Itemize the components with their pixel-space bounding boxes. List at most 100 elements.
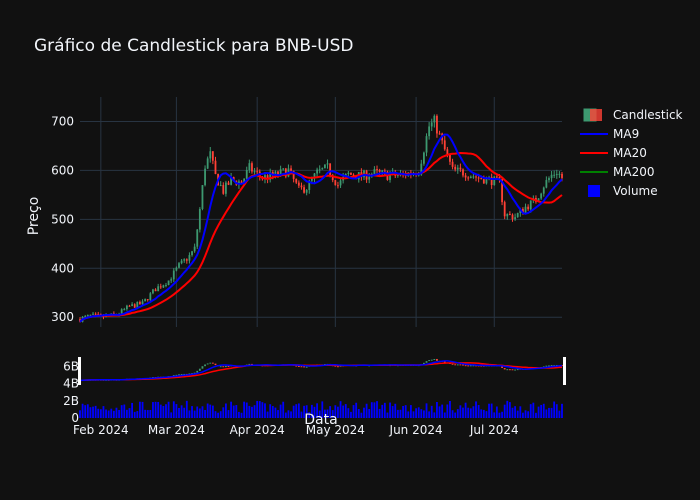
legend[interactable]: Candlestick MA9 MA20 MA200 Volume (580, 108, 683, 198)
volume-bar (409, 405, 412, 418)
mini-candle (464, 365, 467, 367)
legend-item[interactable]: Candlestick (583, 108, 683, 122)
volume-bar (357, 408, 360, 418)
mini-candle (451, 363, 454, 365)
volume-bar (545, 409, 548, 418)
candle-body (300, 185, 303, 188)
volume-bar (165, 404, 167, 418)
candle-body (154, 289, 157, 292)
candle-body (373, 169, 376, 174)
mini-candle (506, 369, 509, 371)
volume-bar (123, 404, 126, 418)
volume-bar (110, 408, 113, 418)
volume-bar (196, 406, 199, 418)
mini-candle (467, 365, 470, 367)
volume-bar (532, 402, 535, 418)
candle-body (162, 285, 165, 288)
candle-body (337, 185, 339, 187)
y-tick-label: 500 (51, 212, 74, 226)
candle-body (209, 151, 212, 159)
candle-body (201, 185, 204, 210)
candle-body (451, 161, 454, 167)
volume-bar (402, 405, 404, 418)
volume-bar (443, 412, 446, 418)
volume-bar (180, 405, 183, 418)
price-plot (79, 114, 563, 323)
candle-body (469, 176, 472, 179)
candle-body (141, 301, 144, 305)
range-handle-left[interactable] (78, 357, 81, 385)
mini-candle (193, 372, 196, 374)
volume-bar (266, 411, 269, 418)
volume-bar (305, 405, 308, 418)
volume-bar (331, 410, 334, 418)
candle-body (527, 206, 530, 210)
volume-bar (172, 401, 175, 418)
candle-body (396, 175, 399, 177)
candle-body (430, 122, 433, 127)
candle-body (159, 286, 162, 288)
volume-bar (235, 405, 238, 418)
legend-item[interactable]: Volume (588, 184, 658, 198)
mini-candle (508, 369, 511, 371)
mini-candle (548, 365, 550, 367)
candle-body (245, 170, 248, 179)
volume-bar (451, 410, 454, 418)
y-tick-label: 300 (51, 310, 74, 324)
chart-title: Gráfico de Candlestick para BNB-USD (34, 36, 354, 56)
candle-body (428, 126, 431, 137)
volume-bar (428, 411, 431, 418)
candle-body (493, 176, 496, 186)
candle-body (284, 168, 287, 177)
legend-item[interactable]: MA20 (580, 146, 647, 160)
volume-bar (258, 401, 261, 418)
volume-bar (339, 401, 342, 418)
volume-bar (412, 411, 415, 418)
volume-bar (191, 406, 193, 418)
volume-bar (136, 411, 139, 418)
volume-bar (271, 406, 274, 418)
mini-candle (433, 358, 436, 360)
volume-bar (553, 401, 556, 418)
candle-body (480, 178, 483, 180)
volume-bar (420, 409, 423, 418)
volume-bar (407, 411, 410, 418)
y-axis-title: Preço (26, 197, 42, 236)
candle-body (540, 193, 543, 199)
volume-bar (514, 406, 517, 418)
mini-candle (224, 365, 227, 368)
x-tick-label: Feb 2024 (73, 423, 129, 437)
volume-bar (446, 404, 449, 418)
volume-bar (282, 401, 285, 418)
volume-bar (99, 409, 102, 418)
mini-candle (542, 366, 545, 368)
volume-bar (436, 401, 438, 418)
volume-bar (206, 403, 209, 418)
volume-bar (159, 404, 162, 418)
candle-body (425, 136, 428, 153)
candle-body (321, 168, 324, 170)
volume-bar (462, 407, 464, 418)
mini-candle (227, 365, 230, 367)
candle-body (292, 170, 295, 179)
candle-body (368, 176, 371, 180)
range-handle-right[interactable] (563, 357, 566, 385)
candle-body (303, 187, 305, 193)
mini-candle (462, 364, 464, 366)
candle-body (548, 178, 550, 181)
candle-body (516, 213, 519, 218)
candle-body (139, 301, 141, 305)
mini-candle (516, 369, 519, 371)
volume-bar (373, 402, 376, 418)
candle-body (329, 163, 332, 176)
volume-bar (495, 406, 498, 418)
volume-bar (157, 401, 160, 418)
legend-item[interactable]: MA200 (580, 165, 654, 179)
mini-candle (454, 364, 457, 366)
volume-bar (86, 404, 89, 418)
volume-bar (555, 404, 558, 418)
mini-candle (206, 363, 209, 365)
candle-body (269, 172, 272, 180)
mini-candle (514, 369, 517, 371)
legend-item[interactable]: MA9 (580, 127, 639, 141)
